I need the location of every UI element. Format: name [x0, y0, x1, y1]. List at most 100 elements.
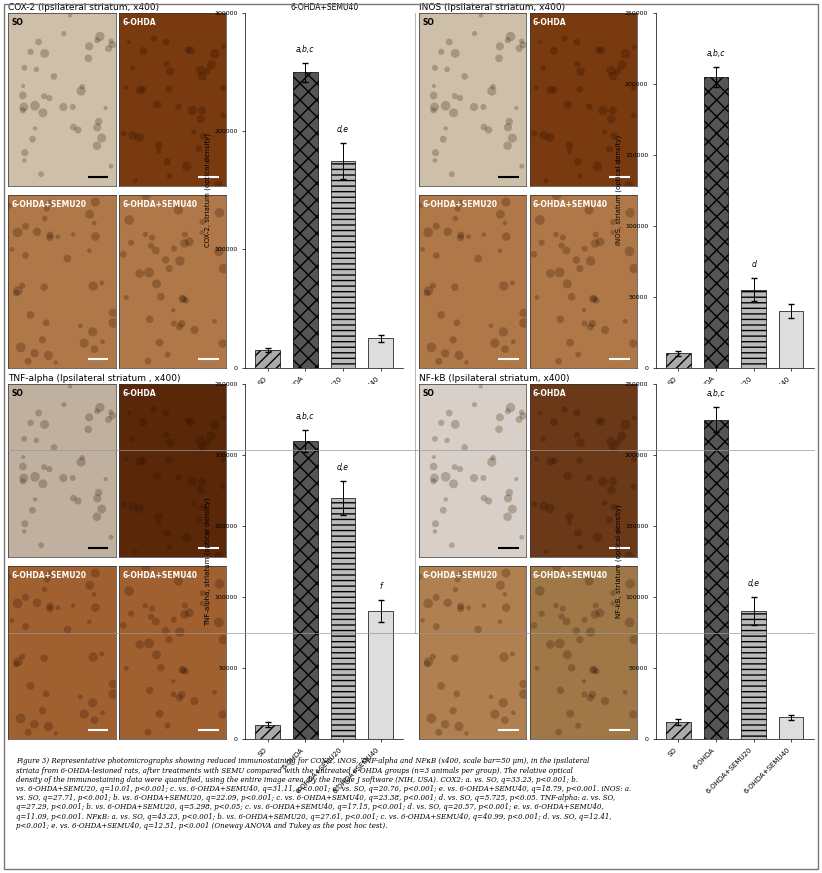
Point — [603, 513, 616, 527]
Point — [590, 293, 603, 307]
Point — [173, 625, 187, 639]
Point — [504, 401, 517, 415]
Point — [42, 719, 55, 733]
Point — [555, 609, 568, 623]
Point — [547, 44, 561, 58]
Point — [539, 174, 552, 188]
Point — [627, 452, 640, 466]
Point — [517, 306, 530, 320]
Point — [607, 596, 620, 610]
Point — [485, 84, 498, 98]
Point — [88, 217, 101, 230]
Point — [622, 549, 635, 563]
Point — [92, 485, 105, 499]
Point — [196, 225, 209, 239]
Point — [571, 718, 584, 732]
Point — [96, 705, 109, 719]
Point — [145, 609, 158, 623]
Point — [104, 159, 118, 173]
Point — [187, 125, 201, 139]
Point — [82, 410, 95, 424]
Point — [120, 662, 133, 676]
Point — [439, 470, 452, 484]
Point — [152, 139, 165, 153]
Point — [451, 573, 464, 587]
Point — [589, 599, 603, 613]
Point — [607, 500, 621, 514]
Point — [19, 219, 32, 233]
Point — [556, 230, 570, 244]
Point — [592, 43, 605, 57]
Point — [607, 440, 620, 454]
Point — [549, 599, 562, 613]
Point — [430, 590, 443, 604]
Point — [430, 620, 443, 634]
Point — [95, 276, 109, 290]
Point — [201, 64, 214, 78]
Point — [587, 292, 600, 306]
Point — [102, 41, 115, 55]
Point — [515, 530, 529, 544]
Point — [196, 104, 209, 118]
Point — [16, 79, 30, 93]
Point — [619, 685, 632, 699]
Point — [416, 614, 429, 628]
Point — [212, 549, 225, 563]
Point — [106, 409, 119, 423]
Point — [626, 336, 640, 350]
Point — [163, 633, 176, 647]
Point — [441, 433, 454, 447]
Point — [76, 79, 89, 93]
Point — [18, 146, 31, 160]
Point — [95, 647, 109, 661]
Point — [10, 657, 23, 671]
Point — [494, 207, 507, 221]
Point — [61, 251, 74, 265]
Point — [553, 265, 566, 279]
Point — [593, 606, 607, 620]
Point — [427, 278, 440, 292]
Point — [2, 199, 15, 213]
Point — [452, 348, 465, 362]
Point — [544, 266, 557, 280]
Bar — [741, 611, 766, 739]
Point — [36, 106, 49, 120]
Point — [560, 244, 573, 258]
Point — [533, 406, 547, 420]
Y-axis label: iNOS, striatum (optical density): iNOS, striatum (optical density) — [616, 135, 622, 245]
Point — [14, 711, 27, 725]
Point — [533, 35, 547, 49]
Point — [182, 235, 196, 249]
Point — [44, 601, 57, 615]
Bar — [256, 350, 280, 368]
Point — [530, 291, 543, 305]
Point — [177, 292, 190, 306]
Point — [619, 47, 632, 61]
Point — [187, 323, 201, 337]
Bar — [293, 441, 317, 739]
Point — [194, 483, 207, 497]
Point — [589, 608, 602, 622]
Point — [24, 679, 37, 693]
Point — [612, 64, 625, 78]
Point — [589, 237, 602, 251]
Point — [167, 317, 180, 331]
Point — [163, 169, 176, 183]
Point — [474, 380, 487, 394]
Point — [145, 601, 159, 615]
Point — [180, 159, 193, 173]
Point — [510, 101, 523, 115]
Point — [57, 471, 70, 485]
Point — [16, 650, 29, 663]
Text: SO: SO — [12, 389, 23, 398]
Point — [18, 432, 31, 446]
Point — [143, 313, 156, 327]
Point — [160, 428, 173, 442]
Point — [205, 58, 218, 72]
Point — [5, 614, 18, 628]
Point — [574, 169, 587, 183]
Y-axis label: NF-kB, striatum (optical density): NF-kB, striatum (optical density) — [616, 505, 622, 618]
Bar — [741, 290, 766, 368]
Point — [598, 125, 611, 139]
Point — [501, 404, 515, 418]
